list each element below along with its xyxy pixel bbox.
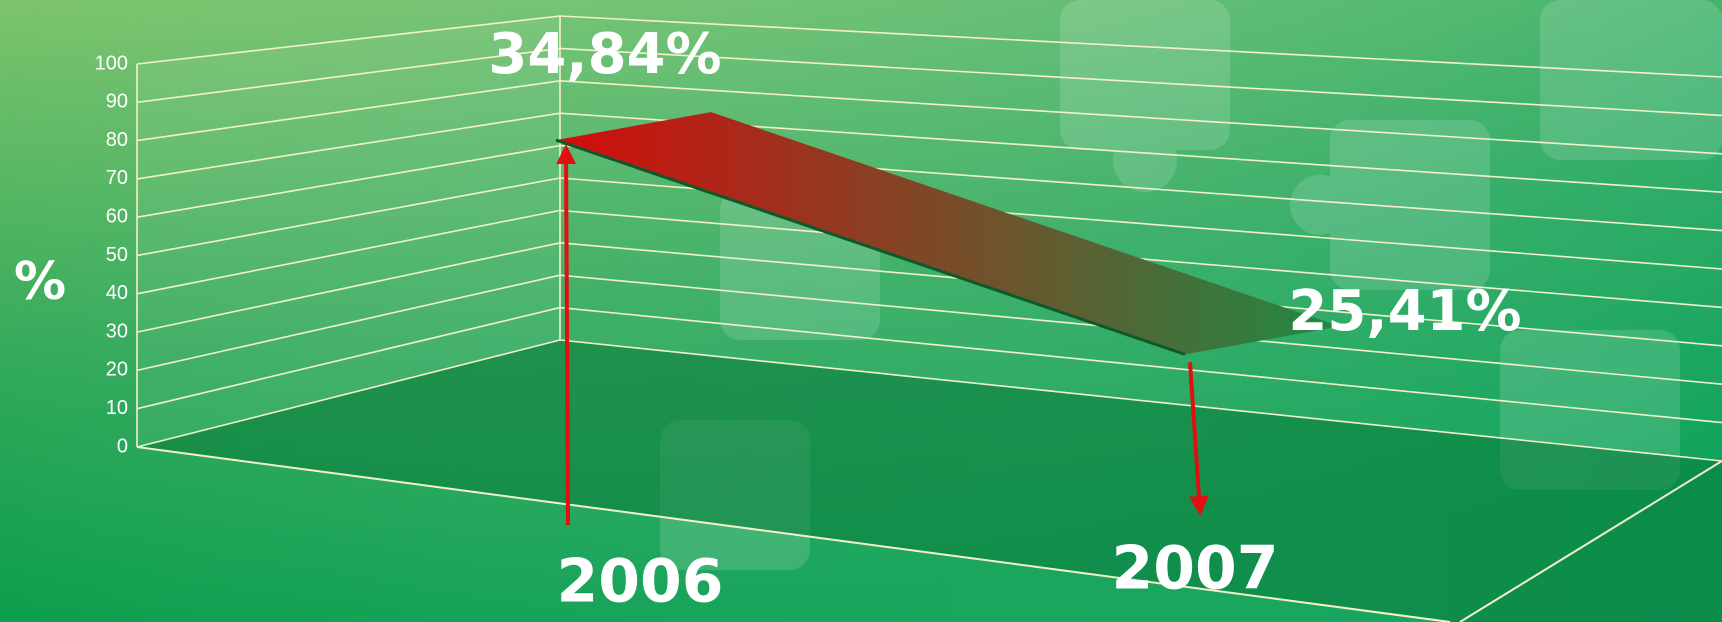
left-wall: [137, 16, 560, 447]
y-tick-label: 10: [106, 397, 128, 419]
y-tick-label: 100: [95, 52, 128, 74]
y-tick-label: 60: [106, 205, 128, 227]
floor-edge: [136, 446, 1451, 622]
y-tick-label: 80: [106, 129, 128, 151]
x-tick-label: 2007: [1112, 534, 1279, 604]
y-axis-title: %: [14, 252, 66, 312]
floor-edge: [1459, 460, 1722, 622]
ribbon-surface: [556, 112, 1340, 355]
y-tick-label: 50: [106, 244, 128, 266]
y-tick-label: 20: [106, 359, 128, 381]
value-label: 34,84%: [488, 22, 721, 87]
value-label: 25,41%: [1288, 279, 1521, 344]
y-tick-label: 0: [117, 435, 128, 457]
arrow: [1188, 362, 1209, 516]
y-tick-label: 70: [106, 167, 128, 189]
arrow: [556, 144, 577, 526]
y-tick-label: 40: [106, 282, 128, 304]
y-tick-label: 90: [106, 91, 128, 113]
floor: [137, 340, 1722, 622]
ribbon-edge: [555, 138, 1186, 356]
y-tick-label: 30: [106, 320, 128, 342]
x-tick-label: 2006: [557, 547, 724, 617]
